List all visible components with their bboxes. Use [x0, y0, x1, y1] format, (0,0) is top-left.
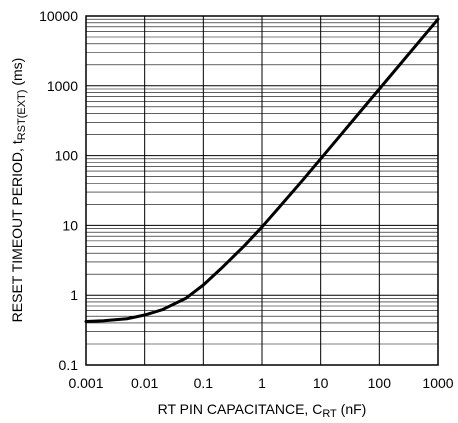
series-line — [84, 17, 440, 323]
y-tick-label: 1 — [70, 287, 78, 303]
x-tick-label: 0.001 — [68, 375, 103, 391]
y-tick-labels: 0.1 1 10 100 1000 10000 — [39, 8, 78, 373]
series-layer — [84, 17, 440, 323]
x-tick-label: 0.1 — [194, 375, 214, 391]
x-axis-title: RT PIN CAPACITANCE, CRT (nF) — [158, 401, 367, 420]
grid — [85, 16, 439, 366]
x-tick-label: 1000 — [422, 375, 453, 391]
y-tick-label: 0.1 — [59, 357, 79, 373]
x-tick-labels: 0.001 0.01 0.1 1 10 100 1000 — [68, 375, 453, 391]
y-tick-label: 10000 — [39, 8, 78, 24]
y-tick-label: 100 — [55, 148, 79, 164]
x-tick-label: 10 — [313, 375, 329, 391]
x-tick-label: 0.01 — [131, 375, 158, 391]
x-tick-label: 100 — [368, 375, 392, 391]
plot-frame — [85, 15, 439, 366]
x-tick-label: 1 — [258, 375, 266, 391]
y-axis-title: RESET TIMEOUT PERIOD, tRST(EXT) (ms) — [9, 58, 28, 323]
y-tick-label: 1000 — [47, 78, 78, 94]
y-tick-label: 10 — [62, 217, 78, 233]
